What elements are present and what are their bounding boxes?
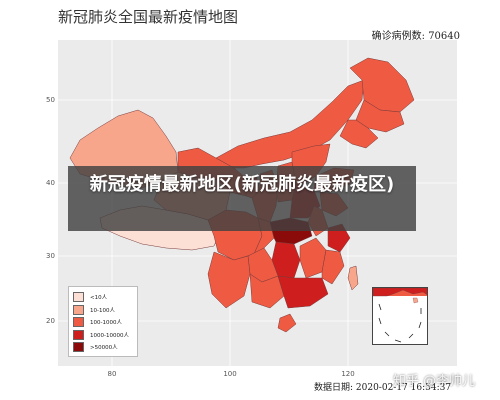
legend-item: 1000-10000人 <box>73 329 133 342</box>
legend-swatch <box>73 292 84 303</box>
y-tick-20: 20 <box>46 317 55 325</box>
watermark-text: 知乎 @李帅儿 <box>393 374 476 389</box>
y-tick-30: 30 <box>46 252 55 260</box>
legend-item: >50000人 <box>73 341 133 354</box>
legend-swatch <box>73 329 84 340</box>
legend-item: 100-1000人 <box>73 316 133 329</box>
province-inner-mongolia <box>215 79 365 169</box>
x-tick-100: 100 <box>223 370 237 378</box>
province-yunnan <box>207 251 251 309</box>
province-hainan <box>277 313 297 333</box>
province-fujian <box>321 249 345 285</box>
south-china-sea-inset <box>372 287 428 345</box>
province-guangdong <box>277 275 329 309</box>
data-date: 数据日期: 2020-02-17 16:54:37 <box>314 383 452 393</box>
headline-text: 新冠疫情最新地区(新冠肺炎最新疫区) <box>89 174 395 195</box>
map-legend: <10人 10-100人 100-1000人 1000-10000人 >5000… <box>68 286 138 357</box>
y-tick-50: 50 <box>46 96 55 104</box>
x-tick-80: 80 <box>107 370 117 378</box>
y-tick-40: 40 <box>46 179 55 187</box>
confirmed-case-count: 确诊病例数: 70640 <box>371 31 460 42</box>
legend-item: <10人 <box>73 291 133 304</box>
legend-label: 100-1000人 <box>90 320 122 327</box>
province-heilongjiang <box>349 57 415 113</box>
x-tick-120: 120 <box>341 370 355 378</box>
legend-label: 1000-10000人 <box>90 332 129 339</box>
legend-label: >50000人 <box>90 345 118 352</box>
headline-banner: 新冠疫情最新地区(新冠肺炎最新疫区) <box>68 166 416 231</box>
legend-label: 10-100人 <box>90 307 115 314</box>
province-liaoning <box>339 119 379 149</box>
inset-map <box>373 288 427 343</box>
legend-swatch <box>73 317 84 328</box>
map-title: 新冠肺炎全国最新疫情地图 <box>58 8 239 26</box>
legend-swatch <box>73 304 84 315</box>
province-taiwan <box>347 265 359 291</box>
legend-item: 10-100人 <box>73 304 133 317</box>
legend-swatch <box>73 342 84 353</box>
legend-label: <10人 <box>90 295 108 302</box>
